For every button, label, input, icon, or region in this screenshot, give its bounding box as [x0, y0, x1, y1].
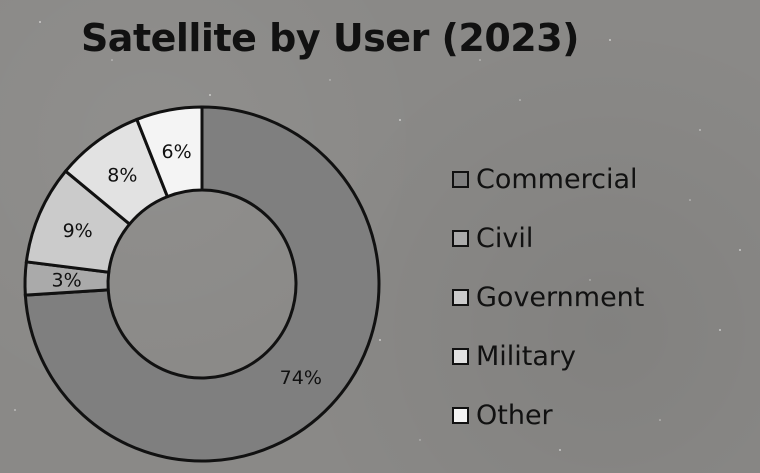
legend-item-military: Military: [452, 327, 644, 386]
legend-label: Other: [476, 400, 553, 431]
chart-title: Satellite by User (2023): [80, 16, 580, 60]
legend-label: Government: [476, 282, 645, 313]
legend-swatch: [452, 348, 469, 365]
legend-label: Commercial: [476, 164, 638, 195]
legend-swatch: [452, 230, 469, 247]
slice-label-civil: 3%: [51, 270, 81, 292]
legend-swatch: [452, 407, 469, 424]
slice-label-commercial: 74%: [280, 367, 322, 389]
slice-label-government: 9%: [63, 220, 93, 242]
legend-label: Military: [476, 341, 577, 372]
legend-label: Civil: [476, 223, 534, 254]
chart-legend: Commercial Civil Government Military Other: [452, 150, 644, 445]
legend-swatch: [452, 171, 469, 188]
legend-item-commercial: Commercial: [452, 150, 644, 209]
legend-item-other: Other: [452, 386, 644, 445]
slice-label-military: 8%: [107, 164, 137, 186]
legend-item-government: Government: [452, 268, 644, 327]
slice-label-other: 6%: [162, 141, 192, 163]
slice-commercial: [23, 105, 381, 463]
legend-item-civil: Civil: [452, 209, 644, 268]
legend-swatch: [452, 289, 469, 306]
slice-other: [134, 105, 204, 199]
